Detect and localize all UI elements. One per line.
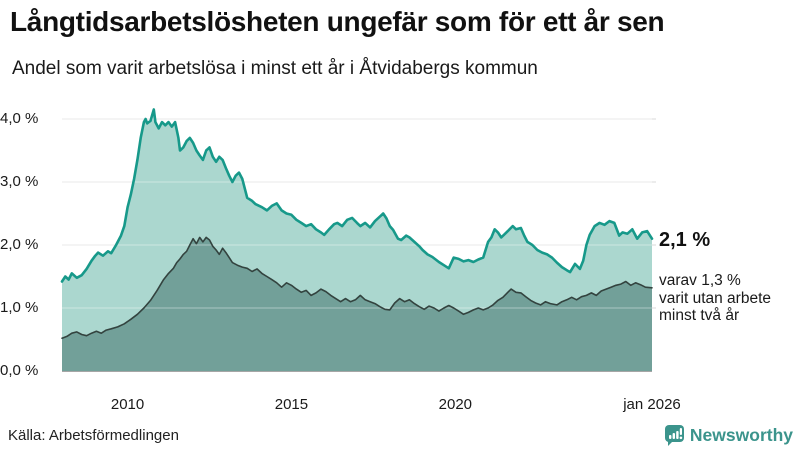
chart-subtitle: Andel som varit arbetslösa i minst ett å… xyxy=(12,58,538,79)
source-attribution: Källa: Arbetsförmedlingen xyxy=(8,427,179,444)
series-note-line: minst två år xyxy=(659,307,740,324)
y-axis: 0,0 % 1,0 % 2,0 % 3,0 % 4,0 % xyxy=(0,110,39,379)
x-tick-label: 2020 xyxy=(438,396,473,413)
x-tick-label: jan 2026 xyxy=(623,396,681,413)
newsworthy-chart-bubble-icon xyxy=(664,424,685,447)
x-tick-label: 2010 xyxy=(110,396,145,413)
newsworthy-logo[interactable]: Newsworthy xyxy=(664,423,793,447)
series-end-value-label: 2,1 % xyxy=(659,229,711,251)
series-note-line: varit utan arbete xyxy=(659,289,772,307)
series-note-label: varav 1,3 % varit utan arbete minst två … xyxy=(659,272,771,325)
series-note-line: varav 1,3 % xyxy=(659,272,741,289)
newsworthy-wordmark: Newsworthy xyxy=(689,424,793,445)
page-title: Långtidsarbetslösheten ungefär som för e… xyxy=(10,6,665,37)
x-tick-label: 2015 xyxy=(274,396,309,413)
